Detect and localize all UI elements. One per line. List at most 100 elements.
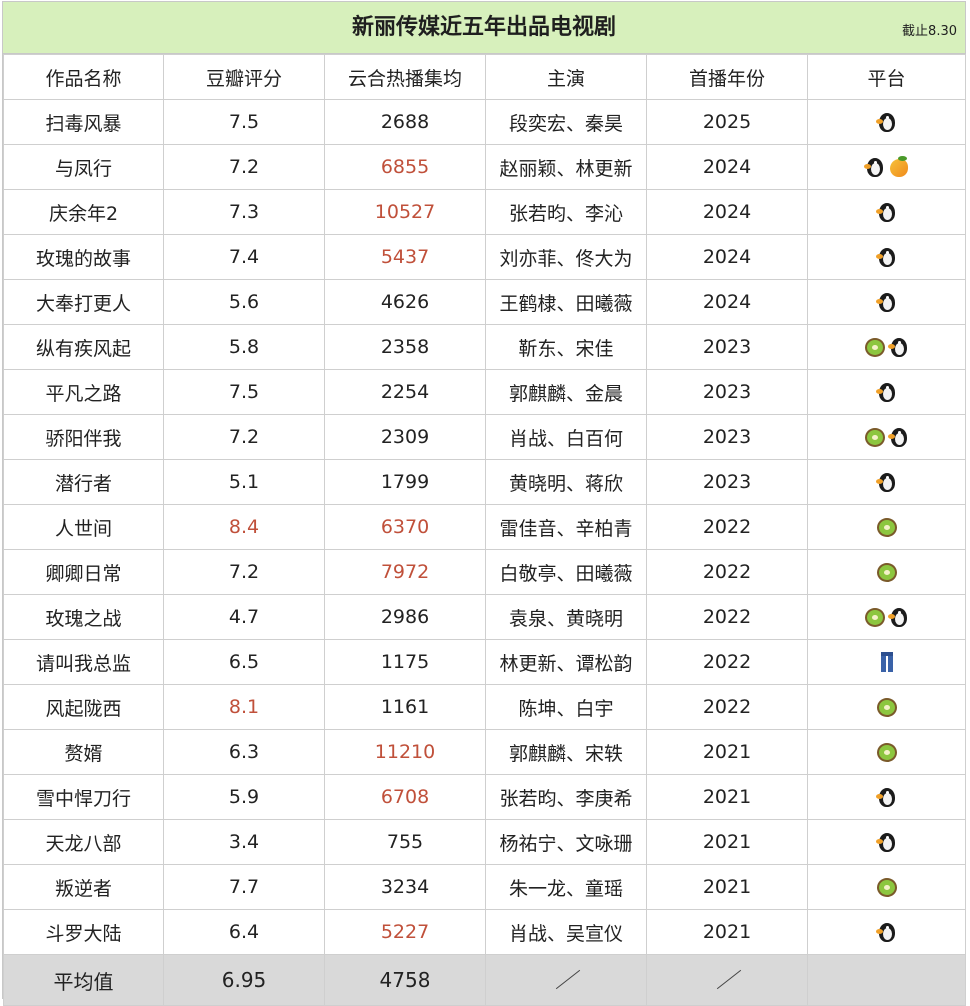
platform-icons	[875, 111, 898, 133]
heat-cell: 6855	[324, 144, 486, 190]
heat-cell: 2358	[324, 324, 486, 370]
score-cell: 7.5	[163, 99, 325, 145]
year-cell: 2024	[646, 234, 808, 280]
platform-cell	[807, 549, 966, 595]
platform-icons	[876, 516, 898, 538]
average-score: 6.95	[163, 954, 325, 1006]
heat-cell: 7972	[324, 549, 486, 595]
score-cell: 7.7	[163, 864, 325, 910]
score-cell: 7.2	[163, 414, 325, 460]
platform-cell	[807, 279, 966, 325]
platform-icons	[876, 696, 898, 718]
table-row: 叛逆者 7.7 3234 朱一龙、童瑶 2021	[3, 864, 966, 910]
heat-cell: 1175	[324, 639, 486, 685]
table-row: 潜行者 5.1 1799 黄晓明、蒋欣 2023	[3, 459, 966, 505]
title-cell: 叛逆者	[3, 864, 164, 910]
average-year-empty	[646, 954, 808, 1006]
cast-cell: 黄晓明、蒋欣	[485, 459, 647, 505]
kiwi-icon	[876, 876, 898, 898]
year-cell: 2021	[646, 774, 808, 820]
platform-cell	[807, 324, 966, 370]
year-cell: 2021	[646, 864, 808, 910]
platform-icons	[875, 921, 898, 943]
header-cell: 作品名称	[3, 54, 164, 100]
score-cell: 7.3	[163, 189, 325, 235]
year-cell: 2022	[646, 504, 808, 550]
year-cell: 2025	[646, 99, 808, 145]
platform-icons	[875, 381, 898, 403]
platform-cell	[807, 729, 966, 775]
platform-icons	[876, 876, 898, 898]
penguin-icon	[875, 291, 898, 313]
page-title: 新丽传媒近五年出品电视剧	[351, 15, 616, 40]
platform-icons	[876, 561, 898, 583]
mango-icon	[888, 156, 910, 178]
table-row: 斗罗大陆 6.4 5227 肖战、吴宣仪 2021	[3, 909, 966, 955]
score-cell: 5.8	[163, 324, 325, 370]
title-cell: 请叫我总监	[3, 639, 164, 685]
penguin-icon	[887, 606, 910, 628]
table-row: 玫瑰之战 4.7 2986 袁泉、黄晓明 2022	[3, 594, 966, 640]
platform-cell	[807, 594, 966, 640]
kiwi-icon	[864, 606, 886, 628]
title-cell: 扫毒风暴	[3, 99, 164, 145]
platform-icons	[864, 606, 910, 628]
score-cell: 8.4	[163, 504, 325, 550]
heat-cell: 6370	[324, 504, 486, 550]
average-heat: 4758	[324, 954, 486, 1006]
year-cell: 2023	[646, 324, 808, 370]
penguin-icon	[875, 381, 898, 403]
kiwi-icon	[876, 741, 898, 763]
platform-icons	[875, 246, 898, 268]
heat-cell: 11210	[324, 729, 486, 775]
heat-cell: 4626	[324, 279, 486, 325]
kiwi-icon	[876, 516, 898, 538]
title-cell: 潜行者	[3, 459, 164, 505]
title-cell: 天龙八部	[3, 819, 164, 865]
header-cell: 主演	[485, 54, 647, 100]
title-cell: 庆余年2	[3, 189, 164, 235]
title-cell: 赘婿	[3, 729, 164, 775]
year-cell: 2024	[646, 279, 808, 325]
table-row: 大奉打更人 5.6 4626 王鹤棣、田曦薇 2024	[3, 279, 966, 325]
score-cell: 6.5	[163, 639, 325, 685]
heat-cell: 5437	[324, 234, 486, 280]
header-row: 作品名称 豆瓣评分 云合热播集均 主演 首播年份 平台	[3, 54, 966, 100]
heat-cell: 2688	[324, 99, 486, 145]
platform-icons	[875, 786, 898, 808]
year-cell: 2023	[646, 369, 808, 415]
cast-cell: 靳东、宋佳	[485, 324, 647, 370]
title-cell: 斗罗大陆	[3, 909, 164, 955]
cast-cell: 王鹤棣、田曦薇	[485, 279, 647, 325]
title-cell: 人世间	[3, 504, 164, 550]
score-cell: 7.2	[163, 549, 325, 595]
cast-cell: 肖战、白百何	[485, 414, 647, 460]
year-cell: 2022	[646, 549, 808, 595]
cast-cell: 袁泉、黄晓明	[485, 594, 647, 640]
year-cell: 2023	[646, 459, 808, 505]
cast-cell: 郭麒麟、金晨	[485, 369, 647, 415]
heat-cell: 5227	[324, 909, 486, 955]
table-row: 卿卿日常 7.2 7972 白敬亭、田曦薇 2022	[3, 549, 966, 595]
as-of-date: 截止8.30	[902, 24, 957, 39]
score-cell: 3.4	[163, 819, 325, 865]
table-row: 玫瑰的故事 7.4 5437 刘亦菲、佟大为 2024	[3, 234, 966, 280]
penguin-icon	[875, 471, 898, 493]
year-cell: 2021	[646, 819, 808, 865]
platform-cell	[807, 459, 966, 505]
score-cell: 7.4	[163, 234, 325, 280]
score-cell: 8.1	[163, 684, 325, 730]
header-cell: 首播年份	[646, 54, 808, 100]
platform-cell	[807, 234, 966, 280]
title-cell: 风起陇西	[3, 684, 164, 730]
cast-cell: 张若昀、李沁	[485, 189, 647, 235]
cast-cell: 赵丽颖、林更新	[485, 144, 647, 190]
year-cell: 2024	[646, 144, 808, 190]
platform-icons	[875, 201, 898, 223]
platform-cell	[807, 414, 966, 460]
table-row: 人世间 8.4 6370 雷佳音、辛柏青 2022	[3, 504, 966, 550]
slash-mark	[551, 966, 581, 994]
platform-icons	[876, 651, 898, 673]
table-row: 赘婿 6.3 11210 郭麒麟、宋轶 2021	[3, 729, 966, 775]
